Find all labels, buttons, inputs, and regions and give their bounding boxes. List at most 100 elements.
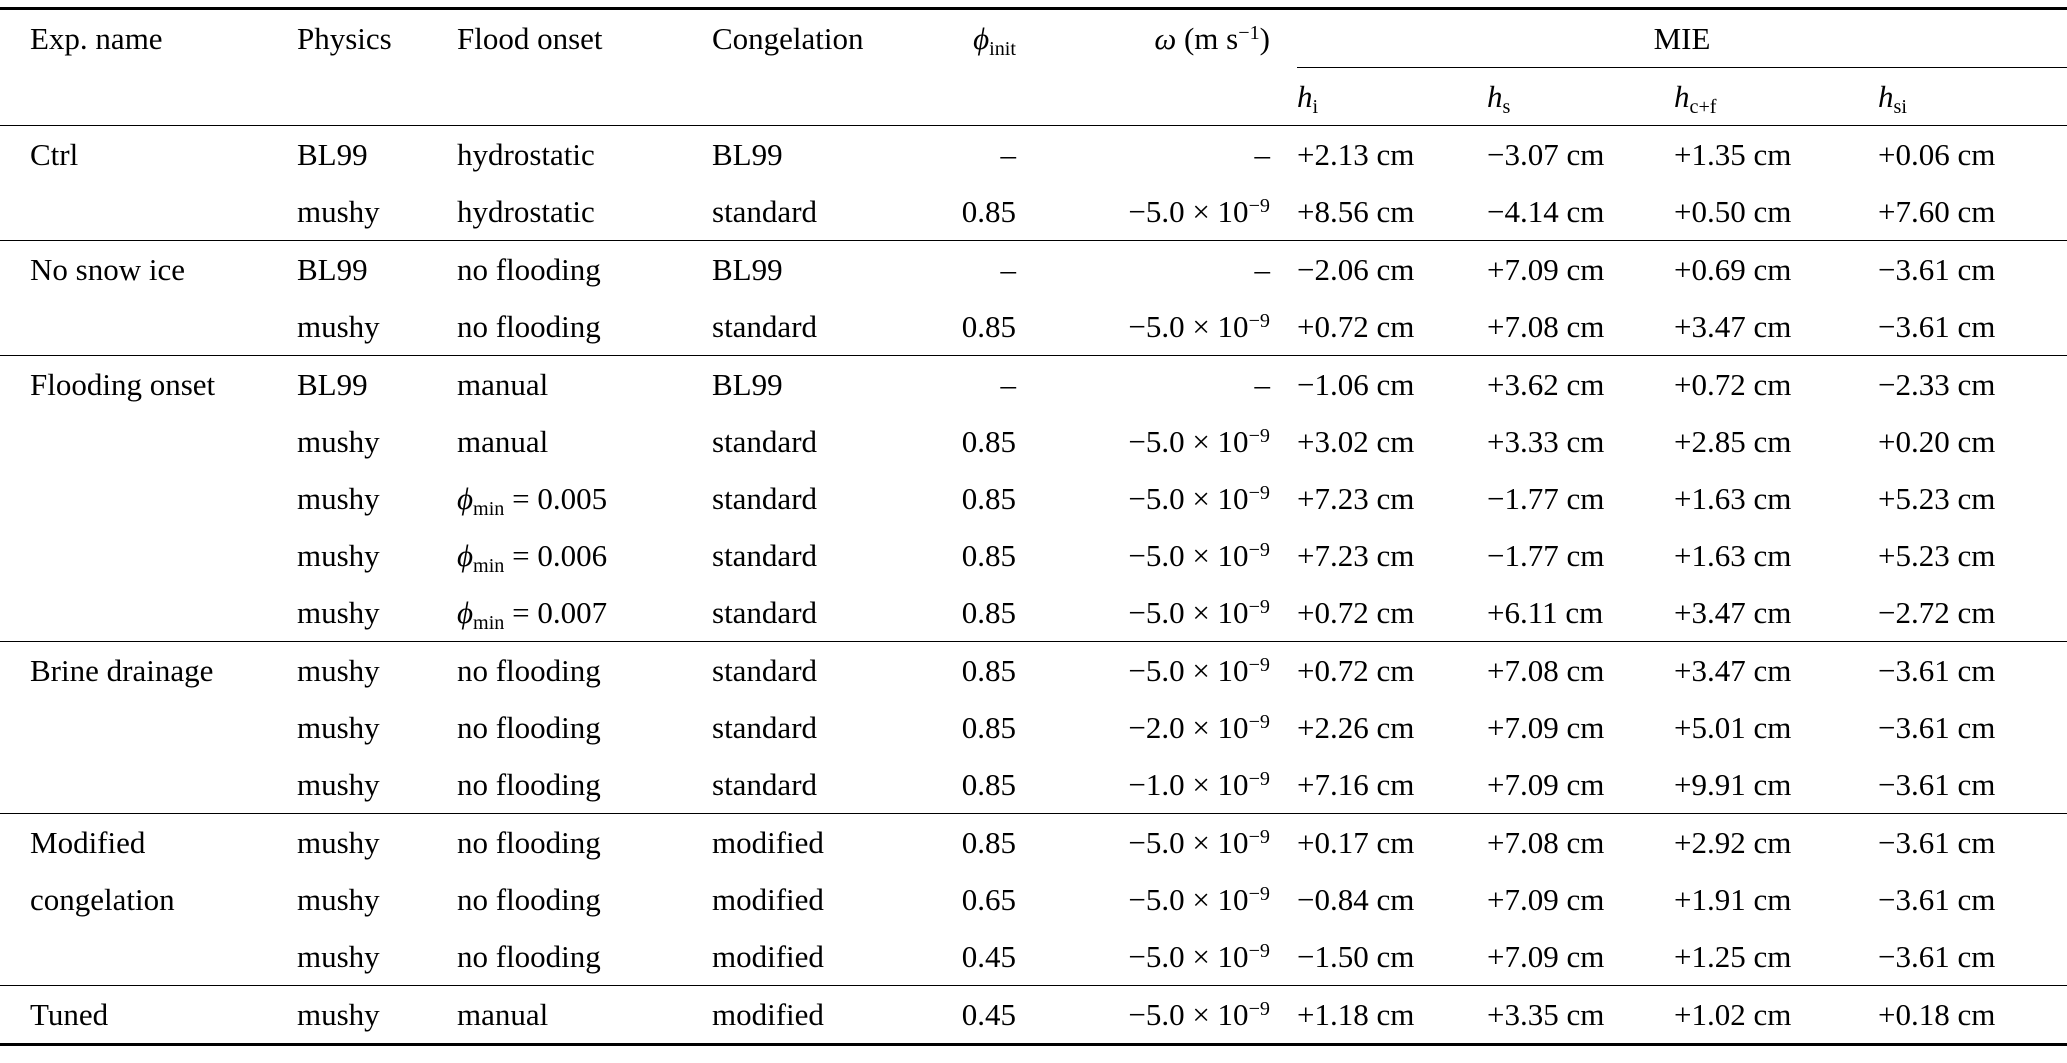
table-row: mushy no flooding standard 0.85 −5.0 × 10−9 +… <box>0 298 2067 356</box>
cell-congelation: modified <box>712 882 824 917</box>
cell-flood-onset: no flooding <box>457 825 601 860</box>
cell-omega: −5.0 × 10−9 <box>1128 595 1270 630</box>
cell-mie-h-s: +3.35 cm <box>1487 997 1605 1032</box>
cell-exp-name: Modified <box>30 825 146 860</box>
cell-mie-h-i: +2.13 cm <box>1297 137 1415 172</box>
cell-omega: −5.0 × 10−9 <box>1128 538 1270 573</box>
table-group-tuned: Tuned mushy manual modified 0.45 −5.0 × 10−9 +… <box>0 985 2067 1045</box>
cell-congelation: standard <box>712 538 818 573</box>
cell-mie-h-i: +7.23 cm <box>1297 538 1415 573</box>
cell-phi-init: 0.45 <box>961 939 1016 974</box>
col-header-h-s: hs <box>1487 67 1674 126</box>
table-group-no-snow-ice: No snow ice BL99 no flooding BL99– – −2.06 cm… <box>0 240 2067 356</box>
cell-physics: mushy <box>297 309 380 344</box>
cell-mie-h-s: +7.09 cm <box>1487 252 1605 287</box>
cell-exp-name: congelation <box>30 882 175 917</box>
cell-mie-h-i: −2.06 cm <box>1297 252 1415 287</box>
table-row: Flooding onset BL99 manual BL99– – −1.06 cm +3… <box>0 356 2067 414</box>
cell-congelation: standard <box>712 653 818 688</box>
cell-phi-init: 0.85 <box>961 424 1016 459</box>
cell-flood-onset: no flooding <box>457 939 601 974</box>
cell-flood-onset: ϕmin = 0.005 <box>457 481 608 520</box>
cell-congelation: standard <box>712 710 818 745</box>
cell-mie-h-cf: +1.91 cm <box>1674 882 1792 917</box>
cell-mie-h-cf: +1.25 cm <box>1674 939 1792 974</box>
experiments-table: Exp. name Physics Flood onset Congelatio… <box>0 7 2067 1046</box>
cell-mie-h-i: +0.17 cm <box>1297 825 1415 860</box>
cell-mie-h-si: +5.23 cm <box>1878 538 1996 573</box>
cell-congelation: standard <box>712 424 818 459</box>
cell-physics: mushy <box>297 194 380 229</box>
cell-mie-h-si: −3.61 cm <box>1878 882 1996 917</box>
table-row: mushy no flooding standard 0.85 −1.0 × 10−9 +… <box>0 756 2067 814</box>
cell-exp-name: Tuned <box>30 997 109 1032</box>
cell-physics: mushy <box>297 595 380 630</box>
cell-congelation: standard <box>712 767 818 802</box>
cell-flood-onset: manual <box>457 367 549 402</box>
cell-mie-h-si: −3.61 cm <box>1878 825 1996 860</box>
cell-phi-init: 0.85 <box>961 309 1016 344</box>
cell-mie-h-i: +2.26 cm <box>1297 710 1415 745</box>
table-row: mushy ϕmin = 0.005 standard 0.85 −5.0 × 10−9… <box>0 470 2067 527</box>
cell-omega: −5.0 × 10−9 <box>1128 481 1270 516</box>
cell-mie-h-i: +7.16 cm <box>1297 767 1415 802</box>
cell-mie-h-i: −0.84 cm <box>1297 882 1415 917</box>
table-group-flooding-onset: Flooding onset BL99 manual BL99– – −1.06 cm +3… <box>0 355 2067 642</box>
cell-mie-h-cf: +1.35 cm <box>1674 137 1792 172</box>
cell-exp-name: No snow ice <box>30 252 185 287</box>
cell-mie-h-si: −3.61 cm <box>1878 309 1996 344</box>
cell-mie-h-si: −3.61 cm <box>1878 252 1996 287</box>
cell-mie-h-i: +7.23 cm <box>1297 481 1415 516</box>
col-header-physics: Physics <box>297 21 392 56</box>
cell-congelation: standard <box>712 595 818 630</box>
cell-flood-onset: no flooding <box>457 710 601 745</box>
cell-physics: mushy <box>297 825 380 860</box>
table-row: mushy manual standard 0.85 −5.0 × 10−9 +3.02 … <box>0 413 2067 470</box>
cell-mie-h-i: +0.72 cm <box>1297 309 1415 344</box>
cell-omega: −5.0 × 10−9 <box>1128 309 1270 344</box>
cell-mie-h-si: −3.61 cm <box>1878 710 1996 745</box>
cell-exp-name <box>0 413 297 470</box>
cell-phi-init: 0.85 <box>961 595 1016 630</box>
cell-mie-h-s: +7.08 cm <box>1487 653 1605 688</box>
cell-mie-h-si: +0.18 cm <box>1878 997 1996 1032</box>
cell-mie-h-si: −2.33 cm <box>1878 367 1996 402</box>
cell-physics: mushy <box>297 538 380 573</box>
cell-mie-h-s: +7.09 cm <box>1487 767 1605 802</box>
cell-mie-h-si: −3.61 cm <box>1878 767 1996 802</box>
header-row-mie-sub: hi hs hc+f hsi <box>0 67 2067 126</box>
cell-exp-name: Ctrl <box>30 137 79 172</box>
cell-flood-onset: no flooding <box>457 882 601 917</box>
cell-mie-h-cf: +1.63 cm <box>1674 481 1792 516</box>
cell-mie-h-s: +7.08 cm <box>1487 825 1605 860</box>
cell-mie-h-cf: +0.72 cm <box>1674 367 1792 402</box>
cell-congelation: BL99 <box>712 367 783 402</box>
cell-congelation: standard <box>712 194 818 229</box>
table-row: mushy ϕmin = 0.006 standard 0.85 −5.0 × 10−9… <box>0 527 2067 584</box>
cell-physics: BL99 <box>297 252 368 287</box>
cell-mie-h-i: +0.72 cm <box>1297 595 1415 630</box>
cell-congelation: standard <box>712 309 818 344</box>
cell-exp-name <box>0 298 297 356</box>
cell-phi-init: – <box>1000 137 1017 172</box>
cell-mie-h-si: +0.20 cm <box>1878 424 1996 459</box>
cell-congelation: modified <box>712 997 824 1032</box>
cell-physics: mushy <box>297 767 380 802</box>
cell-mie-h-cf: +0.69 cm <box>1674 252 1792 287</box>
cell-flood-onset: no flooding <box>457 767 601 802</box>
cell-omega: – <box>1254 367 1271 402</box>
cell-mie-h-cf: +3.47 cm <box>1674 595 1792 630</box>
cell-congelation: modified <box>712 939 824 974</box>
cell-phi-init: 0.85 <box>961 653 1016 688</box>
cell-phi-init: 0.85 <box>961 710 1016 745</box>
cell-congelation: standard <box>712 481 818 516</box>
table-row: mushy ϕmin = 0.007 standard 0.85 −5.0 × 10−9… <box>0 584 2067 642</box>
col-header-flood-onset: Flood onset <box>457 21 603 56</box>
cell-mie-h-si: −3.61 cm <box>1878 939 1996 974</box>
col-group-header-mie: MIE <box>1297 8 2067 68</box>
cell-exp-name <box>0 699 297 756</box>
cell-mie-h-si: +7.60 cm <box>1878 194 1996 229</box>
cell-exp-name <box>0 584 297 642</box>
cell-flood-onset: manual <box>457 424 549 459</box>
cell-mie-h-s: +7.09 cm <box>1487 882 1605 917</box>
